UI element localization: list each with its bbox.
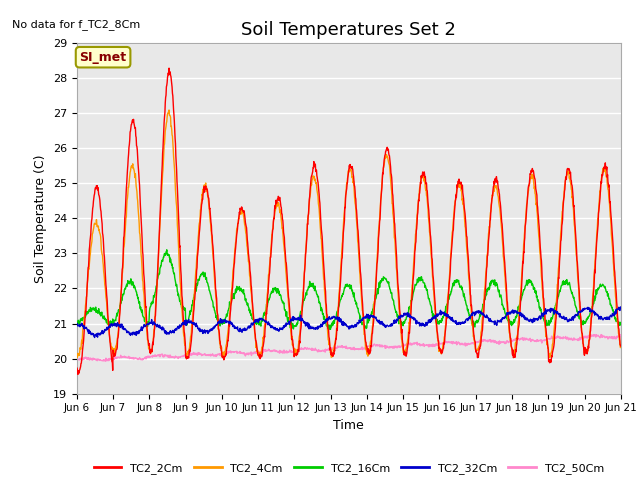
Line: TC2_2Cm: TC2_2Cm [77,68,621,374]
TC2_16Cm [434,321,442,326]
TC2_32Cm [617,304,625,310]
TC2_50Cm [181,352,189,358]
Line: TC2_16Cm: TC2_16Cm [77,250,621,329]
TC2_32Cm [91,335,99,340]
Text: No data for f_TC2_8Cm: No data for f_TC2_8Cm [12,19,140,30]
TC2_32Cm [73,323,81,329]
TC2_2Cm [182,341,189,347]
TC2_2Cm [73,365,81,371]
Line: TC2_50Cm: TC2_50Cm [77,335,621,361]
TC2_32Cm [553,311,561,316]
TC2_50Cm [102,358,109,364]
Y-axis label: Soil Temperature (C): Soil Temperature (C) [35,154,47,283]
TC2_4Cm [434,336,442,342]
TC2_2Cm [553,303,561,309]
TC2_16Cm [73,320,81,326]
TC2_50Cm [255,349,263,355]
TC2_2Cm [434,334,442,339]
TC2_32Cm [434,313,442,319]
TC2_4Cm [505,326,513,332]
TC2_16Cm [325,326,333,332]
Text: SI_met: SI_met [79,51,127,64]
TC2_4Cm [195,231,202,237]
TC2_16Cm [553,295,561,301]
TC2_4Cm [165,107,173,113]
TC2_2Cm [617,343,625,349]
TC2_2Cm [74,372,82,377]
TC2_2Cm [165,65,173,71]
TC2_32Cm [255,317,263,323]
TC2_16Cm [195,276,202,282]
TC2_4Cm [255,351,263,357]
TC2_16Cm [163,247,171,252]
TC2_50Cm [434,341,442,347]
TC2_2Cm [255,355,263,360]
TC2_50Cm [617,332,625,338]
TC2_50Cm [505,340,513,346]
TC2_50Cm [73,358,81,364]
TC2_16Cm [617,320,625,325]
Legend: TC2_2Cm, TC2_4Cm, TC2_16Cm, TC2_32Cm, TC2_50Cm: TC2_2Cm, TC2_4Cm, TC2_16Cm, TC2_32Cm, TC… [89,459,609,479]
TC2_4Cm [74,355,81,360]
TC2_32Cm [195,326,202,332]
TC2_4Cm [617,344,625,350]
TC2_2Cm [195,241,202,247]
TC2_50Cm [553,334,561,340]
TC2_4Cm [553,292,561,298]
Line: TC2_4Cm: TC2_4Cm [77,110,621,358]
Title: Soil Temperatures Set 2: Soil Temperatures Set 2 [241,21,456,39]
TC2_32Cm [181,318,189,324]
TC2_32Cm [505,311,513,316]
TC2_16Cm [505,318,513,324]
TC2_16Cm [181,305,189,311]
TC2_16Cm [255,322,263,327]
TC2_4Cm [182,342,189,348]
X-axis label: Time: Time [333,419,364,432]
TC2_50Cm [597,332,605,337]
TC2_4Cm [73,351,81,357]
TC2_50Cm [195,350,202,356]
TC2_2Cm [505,319,513,325]
Line: TC2_32Cm: TC2_32Cm [77,307,621,337]
